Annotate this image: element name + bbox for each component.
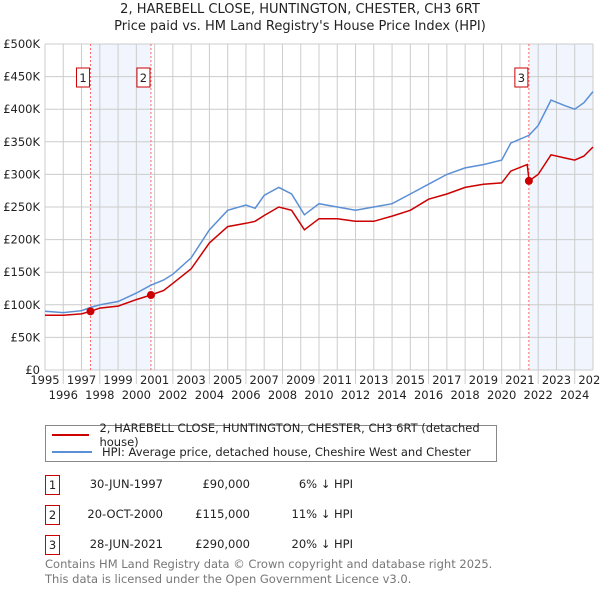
sale-label-border [136, 67, 151, 88]
sale-label-border [75, 67, 90, 88]
sale-date: 30-JUN-1997 [89, 477, 163, 491]
x-tick-label: 2022 [524, 388, 553, 402]
sale-number: 2 [45, 505, 60, 525]
legend-swatch-blue [52, 451, 92, 453]
x-tick-label: 2014 [377, 388, 406, 402]
x-tick-label: 1995 [30, 373, 59, 387]
legend: 2, HAREBELL CLOSE, HUNTINGTON, CHESTER, … [45, 421, 497, 462]
legend-item-hpi: HPI: Average price, detached house, Ches… [52, 444, 471, 460]
sale-price: £290,000 [195, 537, 250, 551]
y-tick-label: £350K [3, 135, 40, 149]
x-tick-label: 2021 [505, 373, 534, 387]
x-tick-label: 2009 [286, 373, 315, 387]
legend-item-property: 2, HAREBELL CLOSE, HUNTINGTON, CHESTER, … [52, 421, 496, 449]
x-tick-label: 2005 [213, 373, 242, 387]
sale-hpi-diff: 6% ↓ HPI [298, 477, 353, 491]
y-tick-label: £250K [3, 200, 40, 214]
x-tick-label: 2007 [250, 373, 279, 387]
sale-label-box: 1 [75, 67, 90, 88]
x-tick-label: 2023 [542, 373, 571, 387]
y-tick-label: £500K [3, 37, 40, 51]
x-tick-label: 2013 [359, 373, 388, 387]
x-tick-label: 2015 [396, 373, 425, 387]
y-tick-label: £300K [3, 167, 40, 181]
x-tick-label: 2025 [578, 373, 600, 387]
sale-number: 3 [45, 535, 60, 555]
x-tick-label: 2003 [176, 373, 205, 387]
x-tick-label: 2016 [414, 388, 443, 402]
sale-hpi-diff: 20% ↓ HPI [291, 537, 353, 551]
y-tick-label: £150K [3, 265, 40, 279]
legend-label: HPI: Average price, detached house, Ches… [102, 445, 471, 459]
x-tick-label: 1998 [85, 388, 114, 402]
y-tick-label: £400K [3, 102, 40, 116]
plot-area: 1995199619971998199920002001200220032004… [3, 37, 600, 402]
y-tick-label: £0 [25, 363, 40, 377]
x-tick-label: 2010 [304, 388, 333, 402]
y-tick-label: £450K [3, 70, 40, 84]
x-tick-label: 2001 [140, 373, 169, 387]
chart-subtitle: Price paid vs. HM Land Registry's House … [114, 19, 486, 34]
y-tick-label: £200K [3, 233, 40, 247]
x-tick-label: 2012 [341, 388, 370, 402]
legend-swatch-red [52, 434, 90, 436]
x-tick-label: 2017 [432, 373, 461, 387]
hpi-line [44, 91, 594, 314]
sale-point [524, 176, 533, 185]
legend-label: 2, HAREBELL CLOSE, HUNTINGTON, CHESTER, … [99, 421, 480, 449]
x-tick-label: 2019 [469, 373, 498, 387]
price-paid-line [45, 146, 594, 316]
x-tick-label: 2011 [323, 373, 352, 387]
sale-date: 20-OCT-2000 [87, 507, 163, 521]
x-tick-label: 1996 [49, 388, 78, 402]
x-tick-label: 1997 [67, 373, 96, 387]
sale-number: 1 [45, 475, 60, 495]
x-tick-label: 2000 [122, 388, 151, 402]
sale-price: £115,000 [195, 507, 250, 521]
sale-price: £90,000 [202, 477, 250, 491]
sale-point [146, 291, 155, 300]
chart-title: 2, HAREBELL CLOSE, HUNTINGTON, CHESTER, … [120, 2, 480, 17]
x-tick-label: 2018 [450, 388, 479, 402]
x-tick-label: 2020 [487, 388, 516, 402]
x-tick-label: 2024 [560, 388, 589, 402]
sale-label-number: 1 [79, 71, 86, 85]
x-tick-label: 2004 [195, 388, 224, 402]
sale-hpi-diff: 11% ↓ HPI [291, 507, 353, 521]
sale-label-number: 3 [518, 71, 525, 85]
footer-copyright: Contains HM Land Registry data © Crown c… [45, 557, 493, 571]
x-tick-label: 2008 [268, 388, 297, 402]
sale-date: 28-JUN-2021 [89, 537, 163, 551]
x-tick-label: 1999 [103, 373, 132, 387]
footer-licence: This data is licensed under the Open Gov… [45, 572, 412, 586]
sale-label-box: 2 [136, 67, 151, 88]
sale-label-border [514, 67, 529, 88]
sale-label-number: 2 [140, 71, 147, 85]
x-tick-label: 2006 [231, 388, 260, 402]
y-tick-label: £50K [11, 330, 41, 344]
x-tick-label: 2002 [158, 388, 187, 402]
sale-label-box: 3 [514, 67, 529, 88]
y-tick-label: £100K [3, 298, 40, 312]
sale-point [86, 307, 95, 316]
